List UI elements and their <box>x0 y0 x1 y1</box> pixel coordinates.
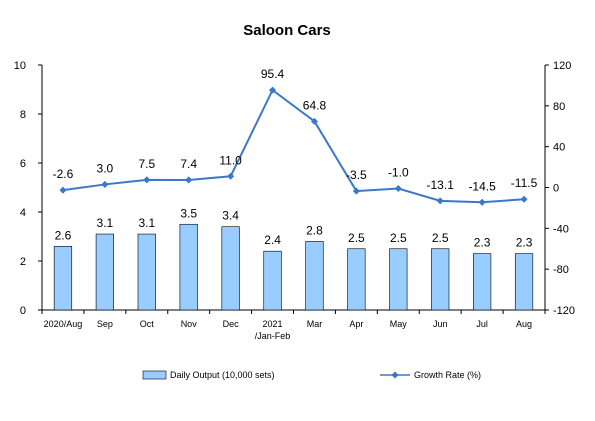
line-data-label: -13.1 <box>427 178 455 192</box>
bar-data-label: 2.5 <box>390 231 407 245</box>
bar-data-label: 3.1 <box>138 216 155 230</box>
growth-point <box>185 176 193 184</box>
category-labels: 2020/Aug Sep Oct Nov Dec 2021/Jan-Feb Mar Apr Ma… <box>44 319 532 341</box>
line-data-label: -11.5 <box>511 176 538 190</box>
category-label: Oct <box>140 319 155 329</box>
bar-data-label: 3.4 <box>222 209 239 223</box>
bar <box>473 253 492 311</box>
line-data-label: 7.5 <box>138 157 155 171</box>
category-label: 2021 <box>263 319 283 329</box>
bar <box>263 250 282 311</box>
line-data-label: 95.4 <box>261 67 285 81</box>
line-data-label: -2.6 <box>53 167 74 181</box>
legend-bar-swatch <box>142 370 167 380</box>
y-right-tick-label: -120 <box>553 305 575 317</box>
y-right-tick-label: 0 <box>553 183 559 195</box>
growth-point <box>352 187 360 195</box>
category-label: Apr <box>349 319 363 329</box>
growth-point <box>59 186 67 194</box>
y-left-tick-label: 2 <box>20 256 26 268</box>
bar <box>137 233 156 311</box>
category-label: May <box>390 319 408 329</box>
line-data-label: -3.5 <box>346 168 367 182</box>
legend-line-label: Growth Rate (%) <box>414 370 481 380</box>
growth-line-path <box>62 88 525 204</box>
bar <box>514 253 534 311</box>
line-data-label: -1.0 <box>388 166 409 180</box>
growth-point <box>143 176 151 184</box>
growth-point <box>436 197 444 205</box>
line-data-labels: -2.6 3.0 7.5 7.4 11.0 95.4 64.8 -3.5 -1.0 -13.1 -1… <box>53 67 538 193</box>
bar <box>53 246 73 311</box>
y-right-tick-label: -40 <box>553 223 569 235</box>
growth-point <box>520 195 528 203</box>
category-label: Nov <box>181 319 198 329</box>
y-left-tick-label: 4 <box>20 207 26 219</box>
bar <box>389 248 408 311</box>
category-label: 2020/Aug <box>44 319 83 329</box>
growth-point <box>394 184 402 193</box>
y-left-tick-label: 6 <box>20 158 26 170</box>
bar-data-label: 2.8 <box>306 223 323 237</box>
growth-point <box>101 180 109 188</box>
y-right-tick-label: 40 <box>553 142 565 154</box>
category-label: Sep <box>97 319 113 329</box>
category-label: Aug <box>516 319 532 329</box>
bars <box>53 223 534 311</box>
growth-point <box>310 117 318 125</box>
y-left-tick-label: 10 <box>14 60 26 72</box>
bar-data-label: 3.5 <box>180 206 197 220</box>
bar-data-label: 2.3 <box>474 236 491 250</box>
legend: Daily Output (10,000 sets) Growth Rate (… <box>142 370 481 380</box>
y-left-tick-label: 8 <box>20 109 26 121</box>
growth-line <box>59 86 528 206</box>
legend-line-marker <box>391 371 399 379</box>
line-data-label: 3.0 <box>97 161 114 175</box>
growth-point <box>478 198 486 206</box>
bar-data-label: 3.1 <box>97 216 114 230</box>
line-data-label: 64.8 <box>303 98 327 112</box>
bar <box>95 233 114 311</box>
chart-title: Saloon Cars <box>243 22 331 39</box>
category-label: Jul <box>476 319 488 329</box>
bar <box>431 248 450 311</box>
bar <box>221 226 240 311</box>
bar-data-label: 2.3 <box>516 236 533 250</box>
growth-point <box>227 172 235 180</box>
y-right-tick-label: 120 <box>553 60 571 72</box>
y-right-tick-label: 80 <box>553 101 565 113</box>
bar-data-label: 2.5 <box>432 231 449 245</box>
bar-data-label: 2.6 <box>55 228 72 242</box>
legend-bar-label: Daily Output (10,000 sets) <box>170 370 275 380</box>
category-label: Dec <box>223 319 240 329</box>
category-label: Jun <box>433 319 448 329</box>
y-right-tick-label: -80 <box>553 264 569 276</box>
category-label: /Jan-Feb <box>255 331 291 341</box>
axes: 0 2 4 6 8 10 -120 -80 -40 0 40 80 120 <box>14 60 575 317</box>
bar <box>347 248 366 311</box>
bar-data-label: 2.5 <box>348 231 365 245</box>
bar <box>305 241 324 311</box>
growth-point <box>269 86 277 94</box>
y-left-tick-label: 0 <box>20 305 26 317</box>
line-data-label: -14.5 <box>468 179 496 193</box>
bar <box>179 223 198 311</box>
bar-data-labels: 2.6 3.1 3.1 3.5 3.4 2.4 2.8 2.5 2.5 2.5 2.3 2.3 <box>55 206 533 249</box>
bar-data-label: 2.4 <box>264 233 281 247</box>
line-data-label: 7.4 <box>180 157 197 171</box>
line-data-label: 11.0 <box>219 153 242 167</box>
category-label: Mar <box>307 319 323 329</box>
